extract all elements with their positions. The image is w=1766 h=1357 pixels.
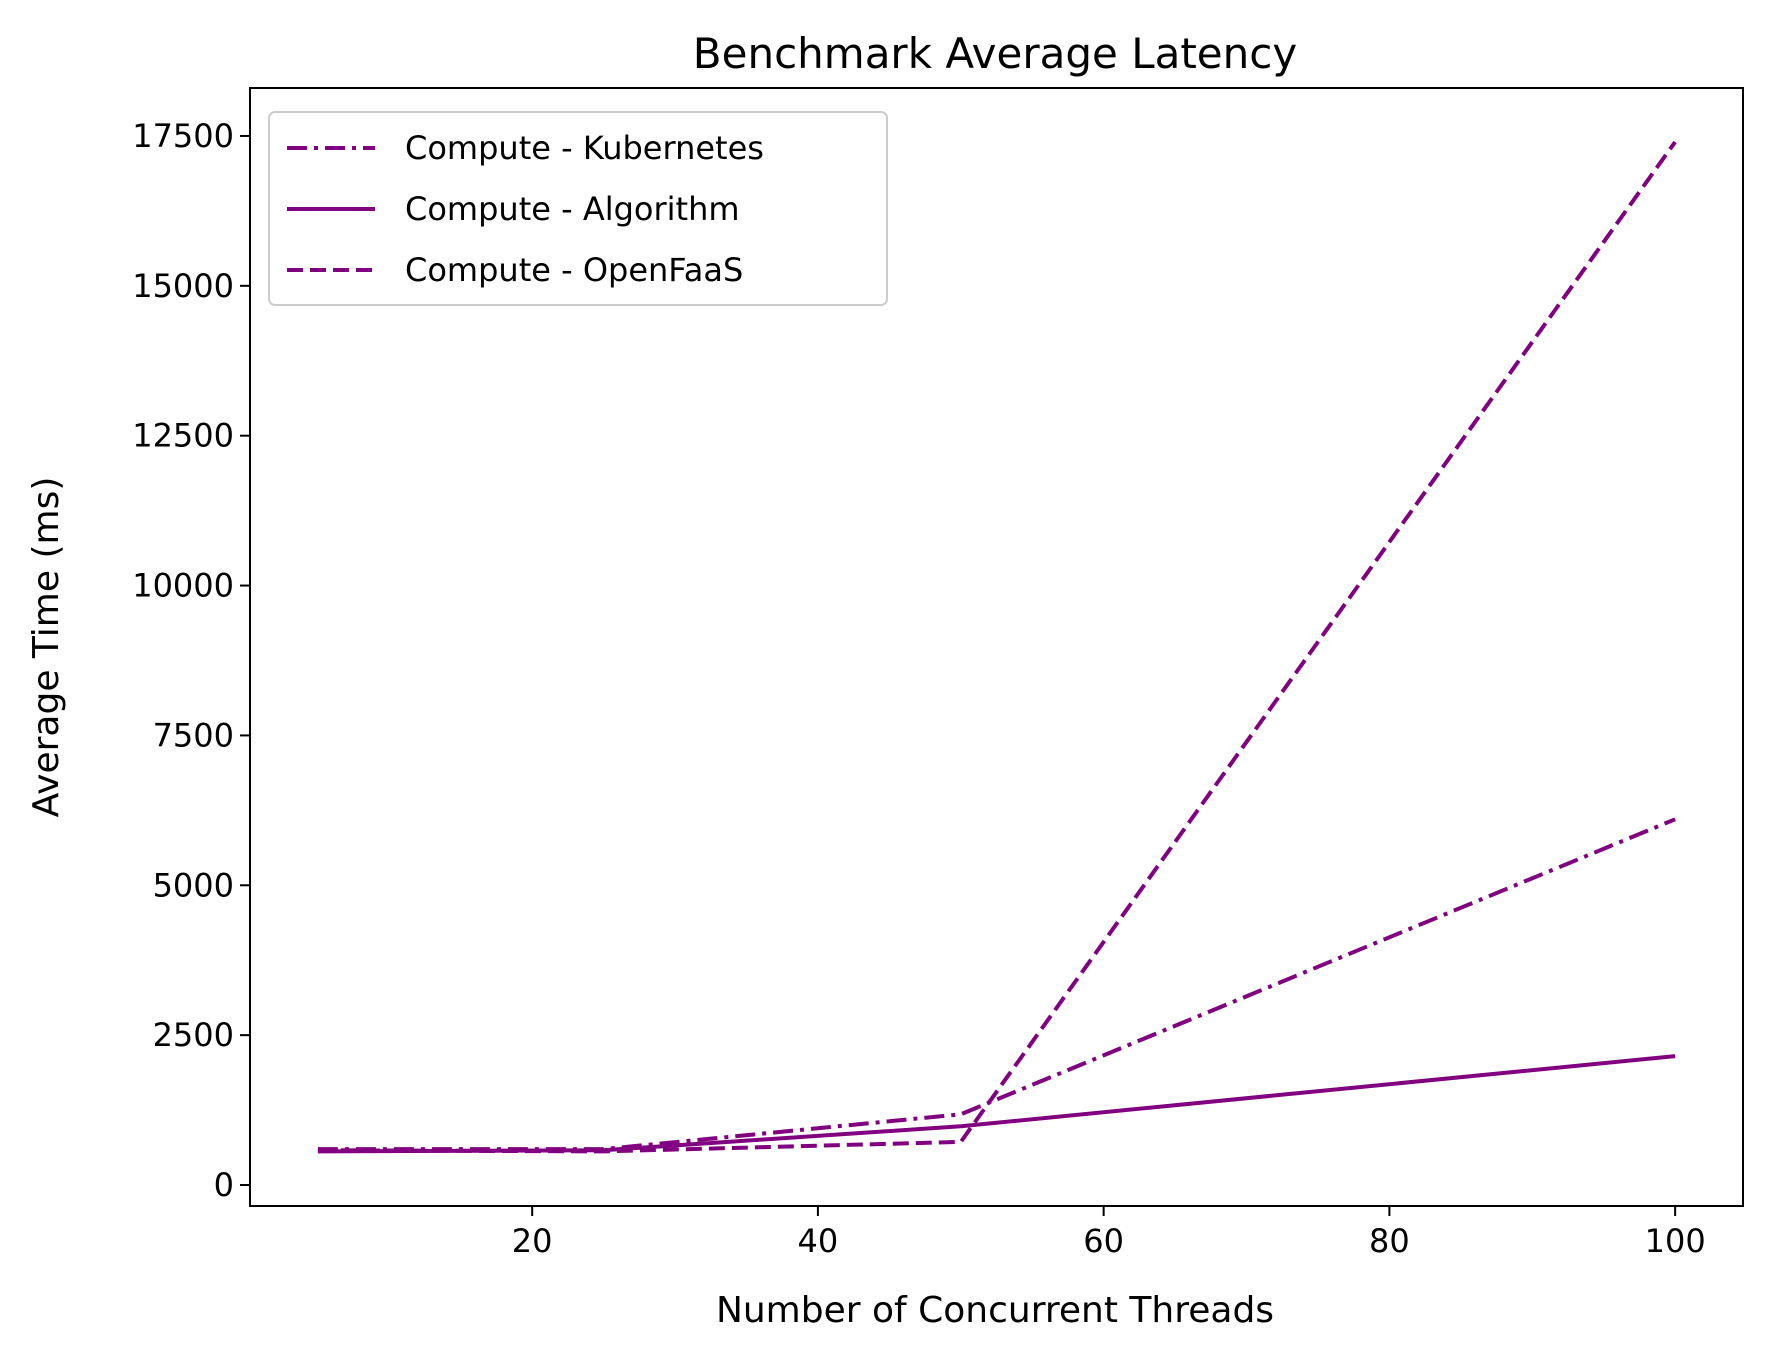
series-line-compute-openfaas (317, 140, 1677, 1154)
x-axis: 20 40 60 80 100 (512, 1206, 1706, 1260)
y-axis: 0 2500 5000 7500 10000 12500 15000 17500 (132, 117, 250, 1204)
legend-box (268, 111, 888, 306)
y-tick-label: 17500 (132, 117, 234, 155)
series-line-compute-algorithm (317, 1054, 1676, 1154)
y-tick-label: 10000 (132, 567, 234, 605)
y-tick-label: 12500 (132, 417, 234, 455)
y-tick-label: 0 (214, 1166, 234, 1204)
legend-label: Compute - OpenFaaS (405, 251, 743, 289)
legend-label: Compute - Algorithm (405, 190, 740, 228)
x-tick-label: 80 (1369, 1222, 1410, 1260)
y-axis-label: Average Time (ms) (26, 477, 67, 818)
x-tick-label: 60 (1083, 1222, 1124, 1260)
chart-title: Benchmark Average Latency (693, 29, 1297, 78)
series-line-compute-kubernetes (317, 817, 1676, 1152)
y-tick-label: 7500 (153, 716, 234, 754)
plot-frame (249, 87, 1744, 1207)
x-axis-label: Number of Concurrent Threads (716, 1290, 1274, 1331)
x-tick-label: 100 (1645, 1222, 1706, 1260)
y-tick-label: 5000 (153, 866, 234, 904)
plot-area (317, 140, 1677, 1154)
legend: Compute - Kubernetes Compute - Algorithm C… (268, 111, 888, 306)
y-tick-label: 2500 (153, 1016, 234, 1054)
x-tick-label: 20 (512, 1222, 553, 1260)
x-tick-label: 40 (798, 1222, 839, 1260)
y-tick-label: 15000 (132, 267, 234, 305)
legend-label: Compute - Kubernetes (405, 129, 764, 167)
